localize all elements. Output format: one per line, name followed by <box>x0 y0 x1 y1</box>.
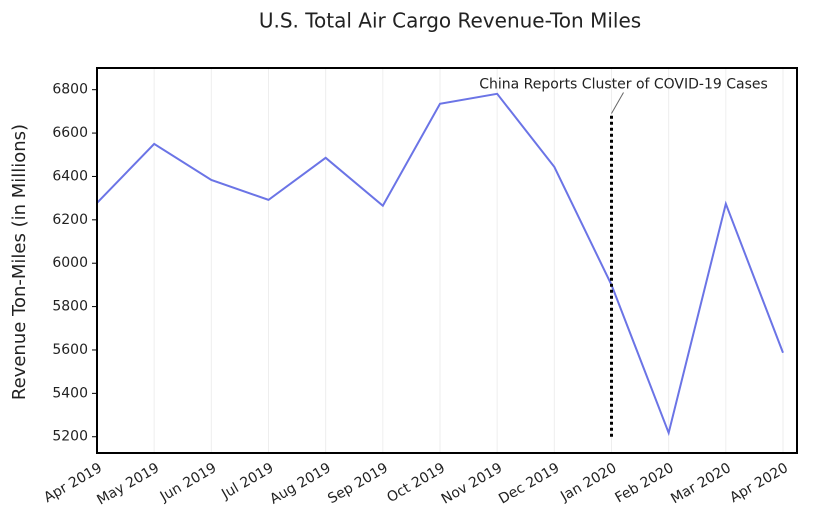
y-tick-label: 5400 <box>52 385 88 401</box>
y-tick-label: 6200 <box>52 212 88 228</box>
x-tick-label: Oct 2019 <box>384 460 448 506</box>
x-tick-label: Apr 2020 <box>727 460 791 506</box>
y-tick-label: 6000 <box>52 255 88 271</box>
annotation: China Reports Cluster of COVID-19 Cases <box>479 77 768 93</box>
y-axis-label: Revenue Ton-Miles (in Millions) <box>9 124 30 400</box>
x-tick-label: Apr 2019 <box>41 460 105 506</box>
y-tick-label: 6400 <box>52 168 88 184</box>
x-tick-label: Jan 2020 <box>557 460 619 505</box>
x-tick-label: Sep 2019 <box>325 460 391 507</box>
y-tick-label: 5200 <box>52 429 88 445</box>
chart-title: U.S. Total Air Cargo Revenue-Ton Miles <box>259 9 641 33</box>
x-tick-label: May 2019 <box>94 460 162 508</box>
x-tick-label: Aug 2019 <box>267 460 333 508</box>
y-tick-label: 5600 <box>52 342 88 358</box>
x-tick-label: Feb 2020 <box>612 460 676 506</box>
x-tick-label: Mar 2020 <box>668 460 734 507</box>
y-tick-label: 6800 <box>52 82 88 98</box>
x-tick-label: Dec 2019 <box>496 460 562 507</box>
x-tick-label: Nov 2019 <box>439 460 505 508</box>
line-series <box>96 92 784 437</box>
annotation-arrow <box>611 92 624 114</box>
y-tick-label: 6600 <box>52 125 88 141</box>
x-tick-label: Jun 2019 <box>157 460 220 505</box>
plot-frame <box>96 67 798 454</box>
y-tick-label: 5800 <box>52 299 88 315</box>
